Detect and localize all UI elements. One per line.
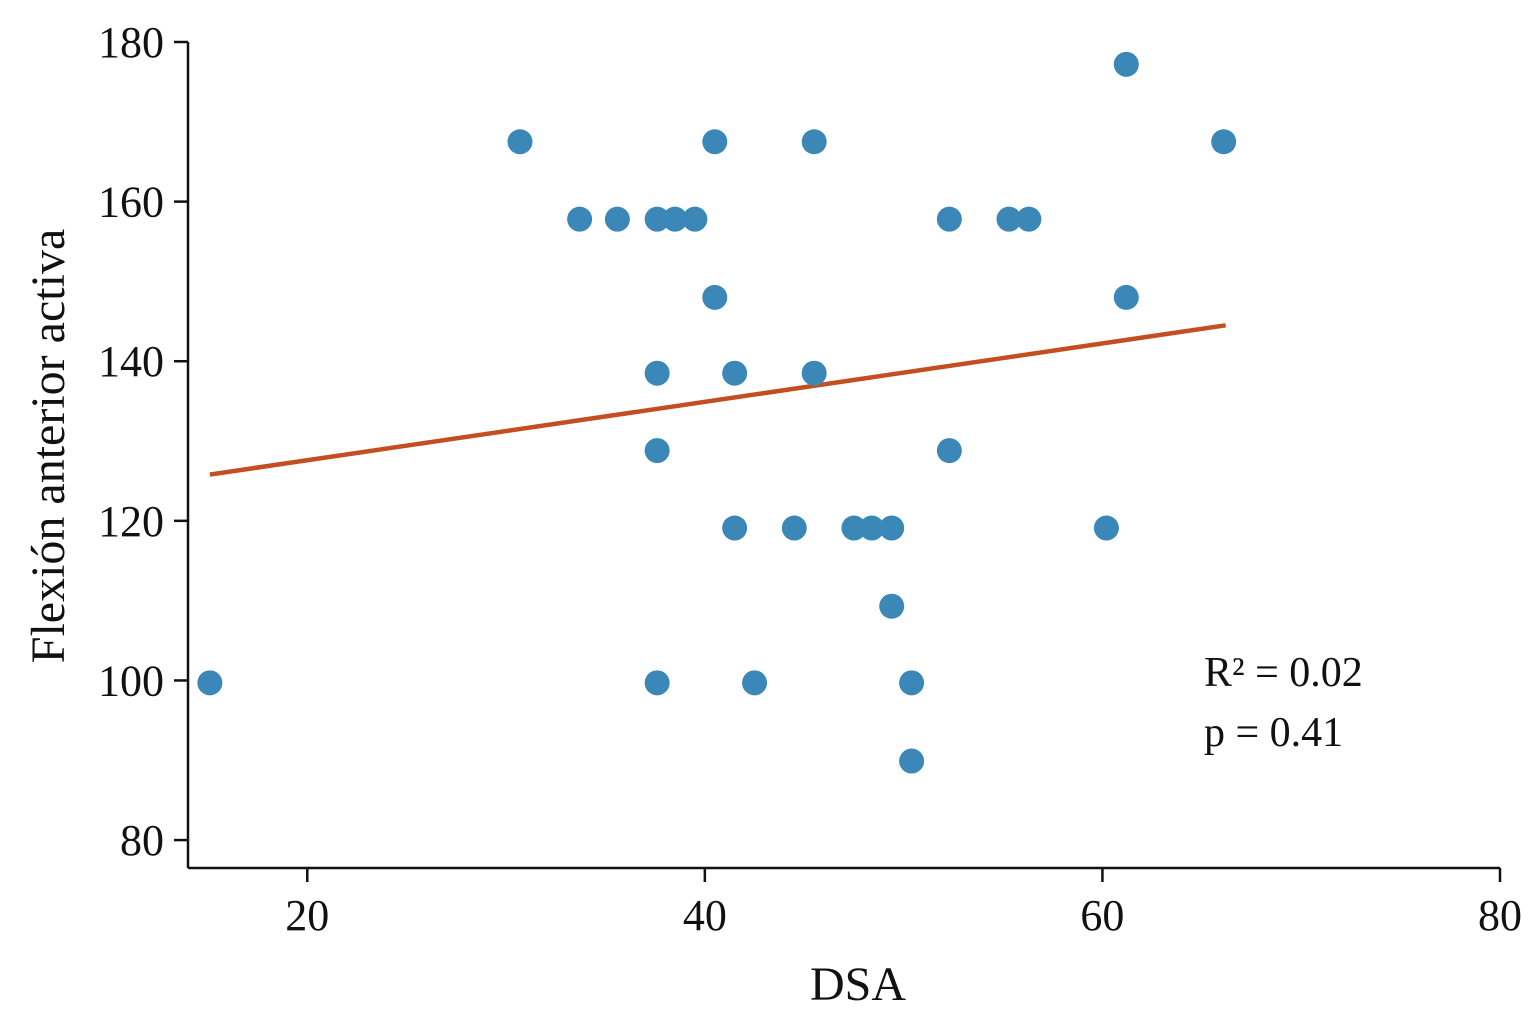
- x-tick-label: 20: [285, 891, 329, 940]
- x-tick-label: 80: [1478, 891, 1522, 940]
- x-tick-label: 60: [1080, 891, 1124, 940]
- data-point: [682, 206, 708, 232]
- data-point: [604, 206, 630, 232]
- data-point: [801, 129, 827, 155]
- data-point: [1093, 515, 1119, 541]
- data-point: [722, 515, 748, 541]
- data-point: [722, 360, 748, 386]
- x-ticks: 20 40 60 80: [285, 868, 1522, 940]
- data-point: [936, 438, 962, 464]
- y-axis-label: Flexión anterior activa: [22, 229, 75, 664]
- p-value-annotation: p = 0.41: [1204, 710, 1343, 756]
- y-tick-label: 80: [120, 816, 164, 865]
- data-point: [702, 129, 728, 155]
- data-point: [781, 515, 807, 541]
- data-point: [1113, 51, 1139, 77]
- data-point: [507, 129, 533, 155]
- data-point: [702, 284, 728, 310]
- regression-layer: [209, 323, 1226, 477]
- data-point: [936, 206, 962, 232]
- data-point: [859, 515, 885, 541]
- y-tick-label: 180: [98, 18, 164, 67]
- data-point: [841, 515, 867, 541]
- data-point: [879, 515, 905, 541]
- data-point: [567, 206, 593, 232]
- points-layer: [197, 51, 1237, 774]
- data-point: [644, 360, 670, 386]
- regression-line: [209, 323, 1226, 477]
- data-point: [801, 360, 827, 386]
- data-point: [662, 206, 688, 232]
- data-point: [644, 206, 670, 232]
- y-tick-label: 160: [98, 178, 164, 227]
- data-point: [742, 670, 768, 696]
- data-point: [197, 670, 223, 696]
- y-ticks: 80 100 120 140 160 180: [98, 18, 188, 865]
- x-axis-label: DSA: [810, 958, 906, 1011]
- r-squared-annotation: R² = 0.02: [1204, 650, 1363, 696]
- data-point: [644, 670, 670, 696]
- data-point: [996, 206, 1022, 232]
- x-tick-label: 40: [683, 891, 727, 940]
- data-point: [1211, 129, 1237, 155]
- y-tick-label: 120: [98, 497, 164, 546]
- data-point: [1016, 206, 1042, 232]
- y-tick-label: 140: [98, 337, 164, 386]
- data-point: [899, 670, 925, 696]
- y-tick-label: 100: [98, 656, 164, 705]
- data-point: [1113, 284, 1139, 310]
- data-point: [879, 593, 905, 619]
- data-point: [899, 748, 925, 774]
- data-point: [644, 438, 670, 464]
- axes: [186, 42, 1500, 870]
